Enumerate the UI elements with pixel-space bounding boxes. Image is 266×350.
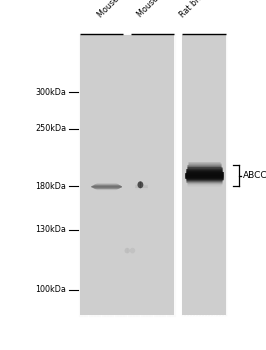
Text: 130kDa: 130kDa [36,225,66,234]
Text: 300kDa: 300kDa [36,88,66,97]
Text: Mouse lung: Mouse lung [136,0,175,19]
Text: 180kDa: 180kDa [36,182,66,191]
Ellipse shape [130,248,135,253]
Text: 100kDa: 100kDa [36,285,66,294]
Text: 250kDa: 250kDa [35,124,66,133]
Ellipse shape [124,248,130,253]
Bar [80,35,174,315]
Text: Mouse brain: Mouse brain [96,0,137,19]
Text: Rat brain: Rat brain [178,0,211,19]
Ellipse shape [138,181,143,188]
Bar [182,35,226,315]
Text: ABCC5: ABCC5 [243,171,266,180]
